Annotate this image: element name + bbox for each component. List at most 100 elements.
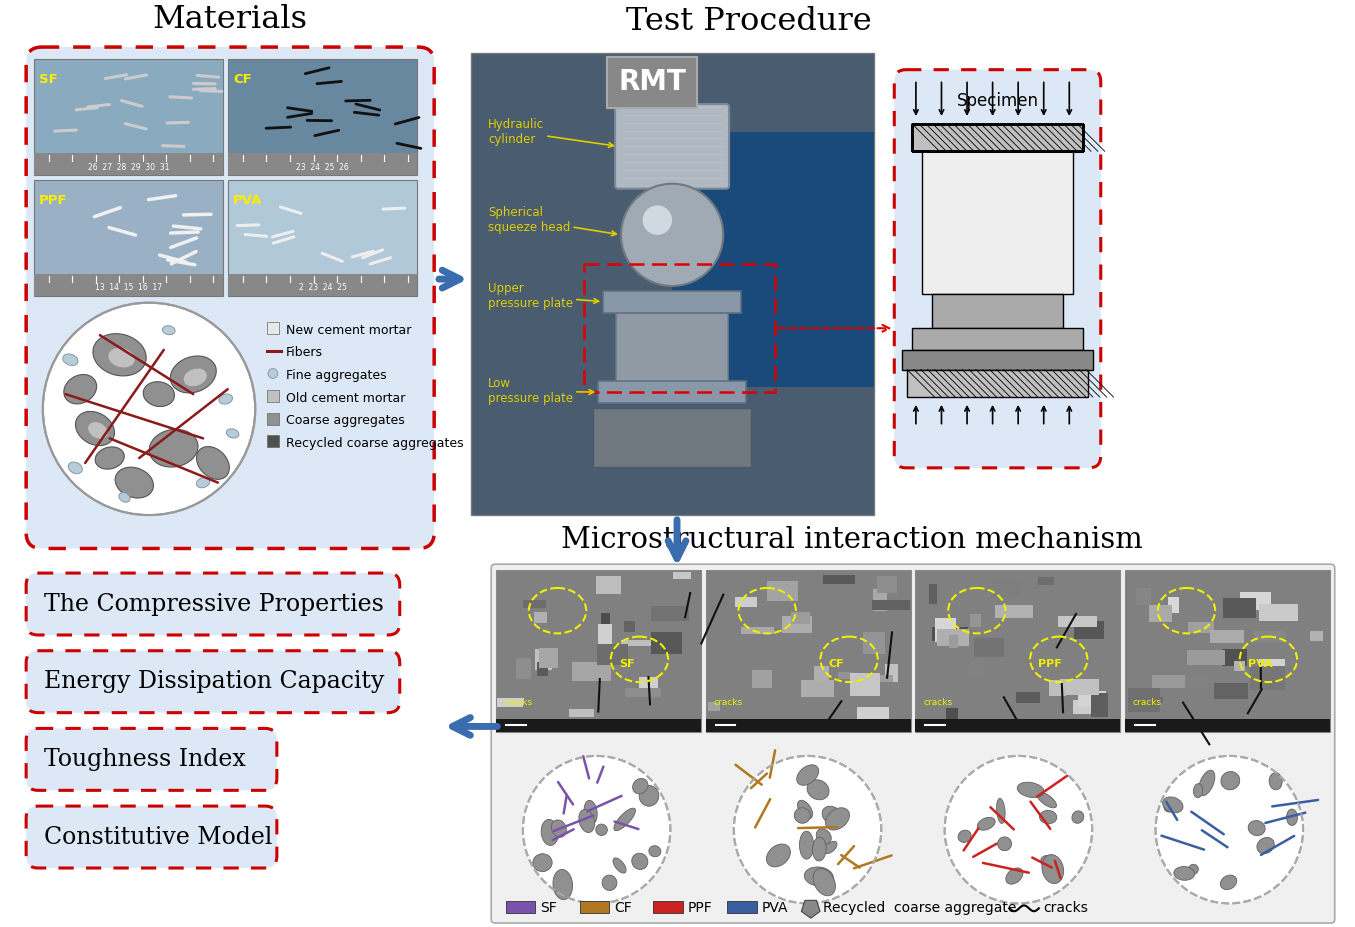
Ellipse shape — [76, 412, 115, 446]
FancyBboxPatch shape — [496, 718, 701, 732]
Text: CF: CF — [233, 72, 252, 85]
Text: Microstructural interaction mechanism: Microstructural interaction mechanism — [561, 527, 1142, 554]
FancyBboxPatch shape — [34, 274, 224, 296]
FancyBboxPatch shape — [873, 600, 911, 610]
FancyBboxPatch shape — [267, 323, 279, 334]
FancyBboxPatch shape — [970, 614, 981, 628]
FancyBboxPatch shape — [580, 901, 610, 913]
Text: PPF: PPF — [688, 901, 713, 915]
Ellipse shape — [196, 447, 229, 479]
Ellipse shape — [1039, 810, 1057, 824]
FancyBboxPatch shape — [1125, 718, 1329, 732]
FancyBboxPatch shape — [34, 153, 224, 175]
FancyBboxPatch shape — [600, 613, 610, 637]
FancyBboxPatch shape — [963, 658, 985, 678]
Text: RMT: RMT — [618, 69, 687, 96]
FancyBboxPatch shape — [837, 672, 852, 679]
FancyBboxPatch shape — [26, 729, 276, 791]
Text: cracks: cracks — [923, 698, 953, 706]
FancyBboxPatch shape — [767, 581, 798, 601]
Text: PVA: PVA — [762, 901, 789, 915]
FancyBboxPatch shape — [267, 390, 279, 402]
Ellipse shape — [584, 800, 598, 824]
FancyBboxPatch shape — [932, 628, 967, 641]
FancyBboxPatch shape — [34, 58, 224, 175]
FancyBboxPatch shape — [993, 582, 1019, 597]
FancyBboxPatch shape — [539, 648, 558, 667]
Ellipse shape — [1163, 797, 1183, 813]
Text: Recycled  coarse aggregate: Recycled coarse aggregate — [822, 901, 1016, 915]
Text: SF: SF — [541, 901, 557, 915]
Ellipse shape — [1257, 837, 1274, 854]
FancyBboxPatch shape — [885, 664, 898, 682]
Bar — [912, 123, 1083, 151]
Ellipse shape — [95, 447, 125, 469]
FancyBboxPatch shape — [625, 621, 635, 632]
Bar — [912, 123, 1083, 151]
FancyBboxPatch shape — [974, 638, 1004, 657]
FancyBboxPatch shape — [492, 565, 1335, 923]
FancyBboxPatch shape — [1135, 588, 1150, 605]
Bar — [912, 123, 1083, 151]
Ellipse shape — [813, 869, 836, 895]
Text: Upper
pressure plate: Upper pressure plate — [488, 282, 599, 310]
FancyBboxPatch shape — [791, 612, 810, 624]
FancyBboxPatch shape — [873, 589, 888, 611]
Bar — [912, 123, 1083, 151]
Ellipse shape — [144, 382, 175, 407]
Text: Fine aggregates: Fine aggregates — [286, 369, 386, 382]
Ellipse shape — [996, 798, 1005, 823]
Bar — [912, 123, 1083, 151]
FancyBboxPatch shape — [946, 707, 958, 730]
FancyBboxPatch shape — [930, 584, 938, 604]
Text: Constitutive Model: Constitutive Model — [43, 826, 272, 848]
FancyBboxPatch shape — [267, 436, 279, 447]
FancyBboxPatch shape — [523, 601, 546, 608]
Circle shape — [944, 756, 1092, 904]
FancyBboxPatch shape — [801, 680, 833, 696]
Bar — [912, 123, 1083, 151]
FancyBboxPatch shape — [470, 53, 874, 515]
Bar — [912, 123, 1083, 151]
FancyBboxPatch shape — [638, 677, 659, 692]
Ellipse shape — [88, 422, 108, 439]
Ellipse shape — [553, 870, 573, 899]
Circle shape — [621, 184, 724, 286]
Text: CF: CF — [614, 901, 631, 915]
Ellipse shape — [163, 325, 175, 335]
Ellipse shape — [1041, 856, 1056, 869]
FancyBboxPatch shape — [921, 151, 1073, 294]
Ellipse shape — [533, 854, 551, 871]
FancyBboxPatch shape — [267, 413, 279, 425]
FancyBboxPatch shape — [1091, 692, 1108, 717]
Ellipse shape — [822, 806, 841, 824]
FancyBboxPatch shape — [1188, 622, 1214, 633]
FancyBboxPatch shape — [1058, 616, 1096, 628]
Ellipse shape — [1042, 855, 1064, 883]
Ellipse shape — [579, 809, 595, 832]
Ellipse shape — [808, 780, 829, 800]
Ellipse shape — [119, 492, 130, 502]
FancyBboxPatch shape — [228, 274, 417, 296]
FancyBboxPatch shape — [1259, 604, 1298, 621]
Text: PPF: PPF — [1038, 659, 1062, 669]
Ellipse shape — [633, 779, 648, 794]
FancyBboxPatch shape — [1251, 667, 1285, 691]
FancyBboxPatch shape — [995, 605, 1033, 618]
Text: Test Procedure: Test Procedure — [626, 6, 871, 37]
Ellipse shape — [115, 467, 153, 498]
FancyBboxPatch shape — [26, 47, 434, 549]
FancyBboxPatch shape — [879, 675, 893, 682]
Ellipse shape — [767, 844, 790, 867]
Ellipse shape — [183, 368, 207, 387]
Ellipse shape — [1072, 811, 1084, 823]
Ellipse shape — [220, 394, 233, 404]
Text: 13  14  15  16  17: 13 14 15 16 17 — [95, 284, 163, 292]
Bar — [912, 123, 1083, 151]
Text: 26  27  28  29  30  31: 26 27 28 29 30 31 — [88, 162, 169, 171]
FancyBboxPatch shape — [625, 688, 661, 697]
Ellipse shape — [798, 800, 813, 819]
Ellipse shape — [824, 842, 837, 854]
Text: Fibers: Fibers — [286, 347, 322, 360]
FancyBboxPatch shape — [228, 58, 417, 175]
